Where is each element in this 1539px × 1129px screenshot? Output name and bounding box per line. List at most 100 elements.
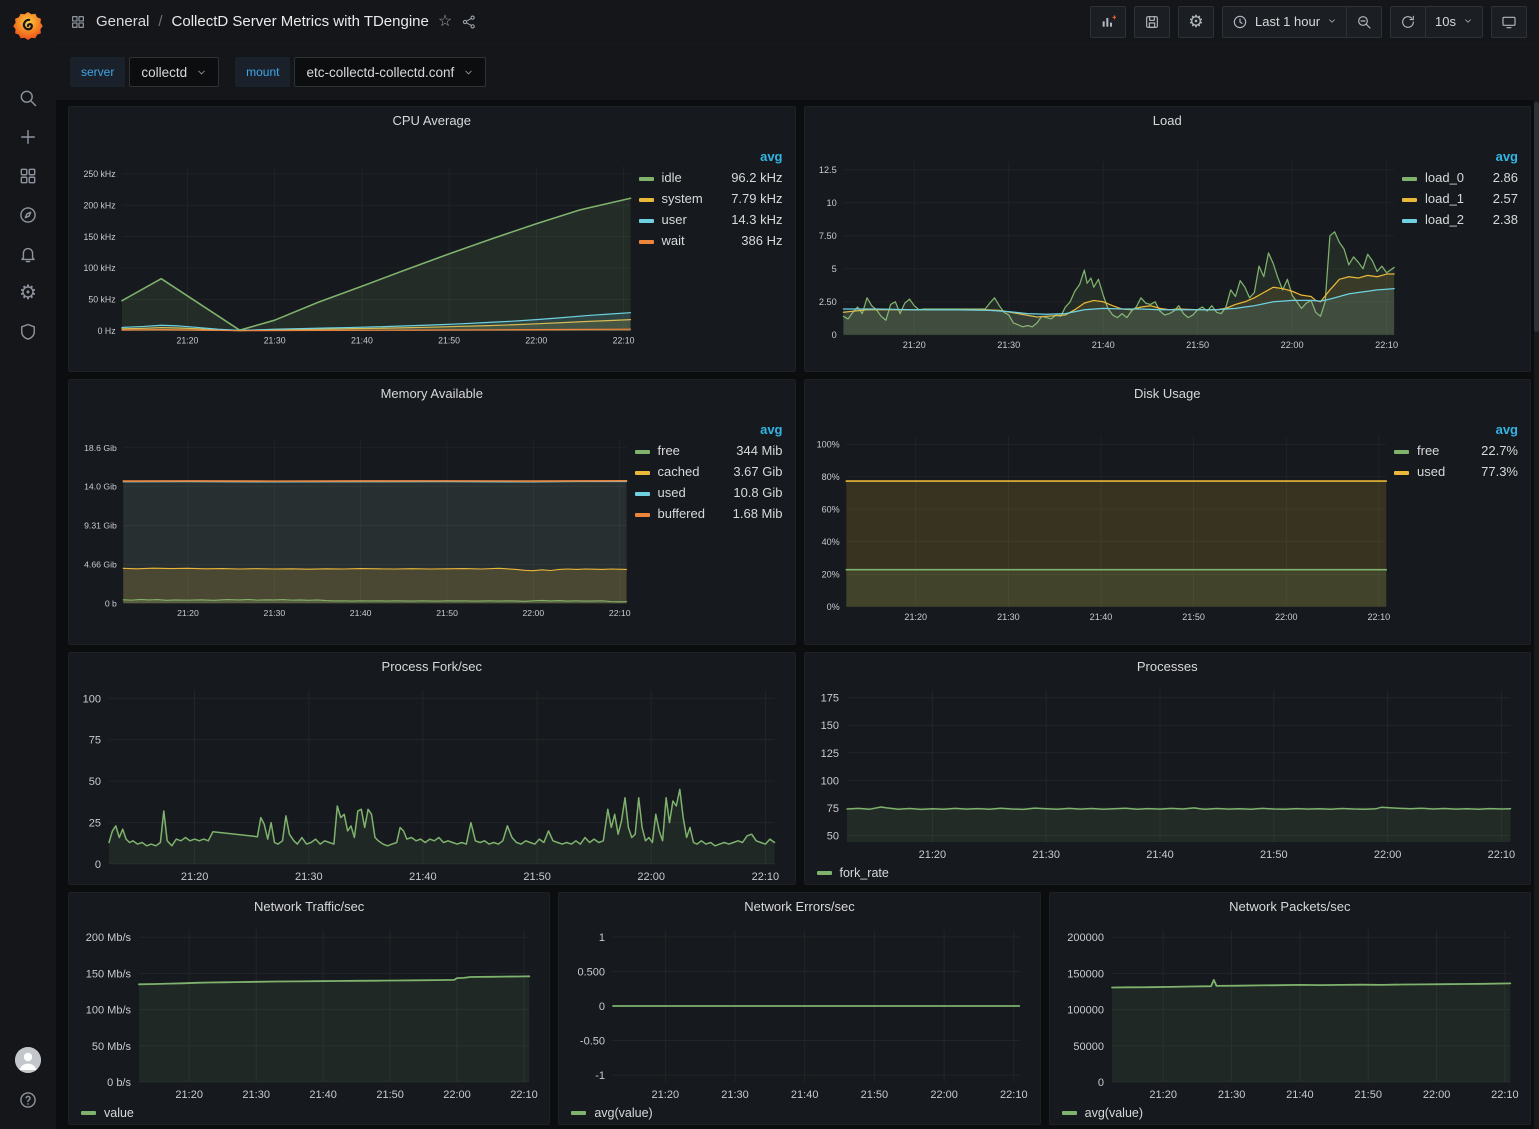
disk-legend: avgfree22.7%used77.3% bbox=[1394, 407, 1520, 644]
legend-item-load_0[interactable]: load_02.86 bbox=[1402, 167, 1518, 188]
time-range-picker[interactable]: Last 1 hour bbox=[1222, 6, 1347, 38]
series-color-dash bbox=[635, 471, 650, 475]
legend-item-fork_rate[interactable]: fork_rate bbox=[817, 866, 889, 880]
legend-item-used[interactable]: used77.3% bbox=[1394, 461, 1518, 482]
create-plus-icon[interactable] bbox=[17, 126, 39, 148]
variable-server-value[interactable]: collectd bbox=[129, 57, 219, 87]
legend-item-avg(value)[interactable]: avg(value) bbox=[1062, 1106, 1143, 1120]
memory-legend: avgfree344 Mibcached3.67 Gibused10.8 Gib… bbox=[635, 407, 785, 644]
search-icon[interactable] bbox=[17, 87, 39, 109]
network-errors-chart[interactable]: -1-0.5000.500121:2021:3021:4021:5022:002… bbox=[569, 920, 1029, 1102]
process-fork-chart[interactable]: 025507510021:2021:3021:4021:5022:0022:10 bbox=[79, 680, 785, 884]
breadcrumb: General / CollectD Server Metrics with T… bbox=[70, 13, 478, 30]
panel-title[interactable]: Network Packets/sec bbox=[1050, 893, 1530, 920]
svg-text:21:50: 21:50 bbox=[436, 608, 458, 618]
panel-title[interactable]: Network Traffic/sec bbox=[69, 893, 549, 920]
svg-text:22:10: 22:10 bbox=[1367, 612, 1390, 622]
legend-item-free[interactable]: free344 Mib bbox=[635, 440, 783, 461]
panel-title[interactable]: Process Fork/sec bbox=[69, 653, 795, 680]
apps-grid-icon bbox=[70, 13, 87, 30]
series-color-dash bbox=[639, 198, 654, 202]
variable-mount-value[interactable]: etc-collectd-collectd.conf bbox=[294, 57, 486, 87]
legend-item-value[interactable]: value bbox=[81, 1106, 134, 1120]
svg-text:100 kHz: 100 kHz bbox=[84, 263, 116, 273]
series-color-dash bbox=[1062, 1111, 1077, 1115]
configuration-gear-icon[interactable]: ⚙ bbox=[17, 282, 39, 304]
legend-item-load_1[interactable]: load_12.57 bbox=[1402, 188, 1518, 209]
cpu-average-chart[interactable]: 0 Hz50 kHz100 kHz150 kHz200 kHz250 kHz21… bbox=[79, 134, 639, 371]
network-traffic-chart[interactable]: 0 b/s50 Mb/s100 Mb/s150 Mb/s200 Mb/s21:2… bbox=[79, 920, 539, 1102]
share-icon[interactable] bbox=[461, 13, 478, 30]
grafana-app: ⚙ General / CollectD Server Metrics with… bbox=[0, 0, 1539, 1129]
refresh-button[interactable] bbox=[1390, 6, 1426, 38]
svg-text:21:40: 21:40 bbox=[1146, 849, 1174, 861]
legend-item-free[interactable]: free22.7% bbox=[1394, 440, 1518, 461]
legend-item-load_2[interactable]: load_22.38 bbox=[1402, 209, 1518, 230]
legend-avg-header[interactable]: avg bbox=[1489, 146, 1518, 167]
svg-text:22:10: 22:10 bbox=[510, 1089, 538, 1101]
legend-avg-header[interactable]: avg bbox=[725, 146, 782, 167]
svg-text:21:50: 21:50 bbox=[523, 871, 551, 883]
legend-item-used[interactable]: used10.8 Gib bbox=[635, 482, 783, 503]
avatar[interactable] bbox=[15, 1047, 41, 1073]
svg-text:0: 0 bbox=[95, 859, 101, 871]
legend-item-user[interactable]: user14.3 kHz bbox=[639, 209, 783, 230]
memory-available-chart[interactable]: 0 b4.66 Gib9.31 Gib14.0 Gib18.6 Gib21:20… bbox=[79, 407, 635, 644]
svg-text:21:40: 21:40 bbox=[309, 1089, 337, 1101]
dashboard-title: CollectD Server Metrics with TDengine bbox=[172, 13, 429, 30]
disk-usage-chart[interactable]: 0%20%40%60%80%100%21:2021:3021:4021:5022… bbox=[815, 407, 1395, 644]
panel-network-errors: Network Errors/sec -1-0.5000.500121:2021… bbox=[558, 892, 1040, 1125]
panel-title[interactable]: Memory Available bbox=[69, 380, 795, 407]
tv-cycle-button[interactable] bbox=[1491, 6, 1527, 38]
refresh-interval-picker[interactable]: 10s bbox=[1425, 6, 1483, 38]
panel-title[interactable]: Processes bbox=[805, 653, 1531, 680]
variable-mount-selected: etc-collectd-collectd.conf bbox=[306, 65, 454, 80]
panel-title[interactable]: Network Errors/sec bbox=[559, 893, 1039, 920]
svg-text:0 b: 0 b bbox=[105, 598, 117, 608]
explore-compass-icon[interactable] bbox=[17, 204, 39, 226]
svg-text:21:20: 21:20 bbox=[918, 849, 946, 861]
scrollbar-thumb[interactable] bbox=[1534, 102, 1539, 332]
refresh-group: 10s bbox=[1390, 6, 1483, 38]
svg-text:21:40: 21:40 bbox=[1091, 340, 1114, 350]
svg-text:150 Mb/s: 150 Mb/s bbox=[86, 968, 132, 980]
processes-chart[interactable]: 507510012515017521:2021:3021:4021:5022:0… bbox=[815, 680, 1521, 862]
svg-text:50: 50 bbox=[826, 830, 838, 842]
svg-text:0.500: 0.500 bbox=[578, 966, 606, 978]
star-icon[interactable]: ☆ bbox=[438, 14, 452, 30]
save-dashboard-button[interactable] bbox=[1134, 6, 1170, 38]
grafana-logo[interactable] bbox=[11, 9, 45, 43]
legend-item-buffered[interactable]: buffered1.68 Mib bbox=[635, 503, 783, 524]
series-color-dash bbox=[639, 240, 654, 244]
panel-title[interactable]: Load bbox=[805, 107, 1531, 134]
svg-text:21:50: 21:50 bbox=[1182, 612, 1205, 622]
legend-item-avg(value)[interactable]: avg(value) bbox=[571, 1106, 652, 1120]
svg-text:21:40: 21:40 bbox=[1286, 1089, 1314, 1101]
legend-item-wait[interactable]: wait386 Hz bbox=[639, 230, 783, 251]
dashboard-settings-button[interactable]: ⚙ bbox=[1178, 6, 1214, 38]
add-panel-button[interactable] bbox=[1090, 6, 1126, 38]
legend-item-cached[interactable]: cached3.67 Gib bbox=[635, 461, 783, 482]
svg-text:250 kHz: 250 kHz bbox=[84, 169, 116, 179]
svg-text:22:10: 22:10 bbox=[752, 871, 780, 883]
help-icon[interactable] bbox=[17, 1089, 39, 1111]
series-color-dash bbox=[639, 219, 654, 223]
legend-item-idle[interactable]: idle96.2 kHz bbox=[639, 167, 783, 188]
svg-text:0 b/s: 0 b/s bbox=[107, 1077, 131, 1089]
network-packets-chart[interactable]: 05000010000015000020000021:2021:3021:402… bbox=[1060, 920, 1520, 1102]
svg-text:2.50: 2.50 bbox=[818, 297, 836, 307]
panel-title[interactable]: CPU Average bbox=[69, 107, 795, 134]
sidebar-menu: ⚙ bbox=[17, 87, 39, 343]
load-chart[interactable]: 02.5057.501012.521:2021:3021:4021:5022:0… bbox=[815, 134, 1403, 371]
panel-title[interactable]: Disk Usage bbox=[805, 380, 1531, 407]
legend-item-system[interactable]: system7.79 kHz bbox=[639, 188, 783, 209]
server-admin-shield-icon[interactable] bbox=[17, 321, 39, 343]
zoom-out-button[interactable] bbox=[1346, 6, 1382, 38]
legend-avg-header[interactable]: avg bbox=[728, 419, 783, 440]
dashboards-icon[interactable] bbox=[17, 165, 39, 187]
svg-text:21:50: 21:50 bbox=[861, 1089, 889, 1101]
breadcrumb-folder[interactable]: General bbox=[96, 13, 149, 30]
legend-avg-header[interactable]: avg bbox=[1473, 419, 1518, 440]
alerting-bell-icon[interactable] bbox=[17, 243, 39, 265]
panel-network-traffic: Network Traffic/sec 0 b/s50 Mb/s100 Mb/s… bbox=[68, 892, 550, 1125]
